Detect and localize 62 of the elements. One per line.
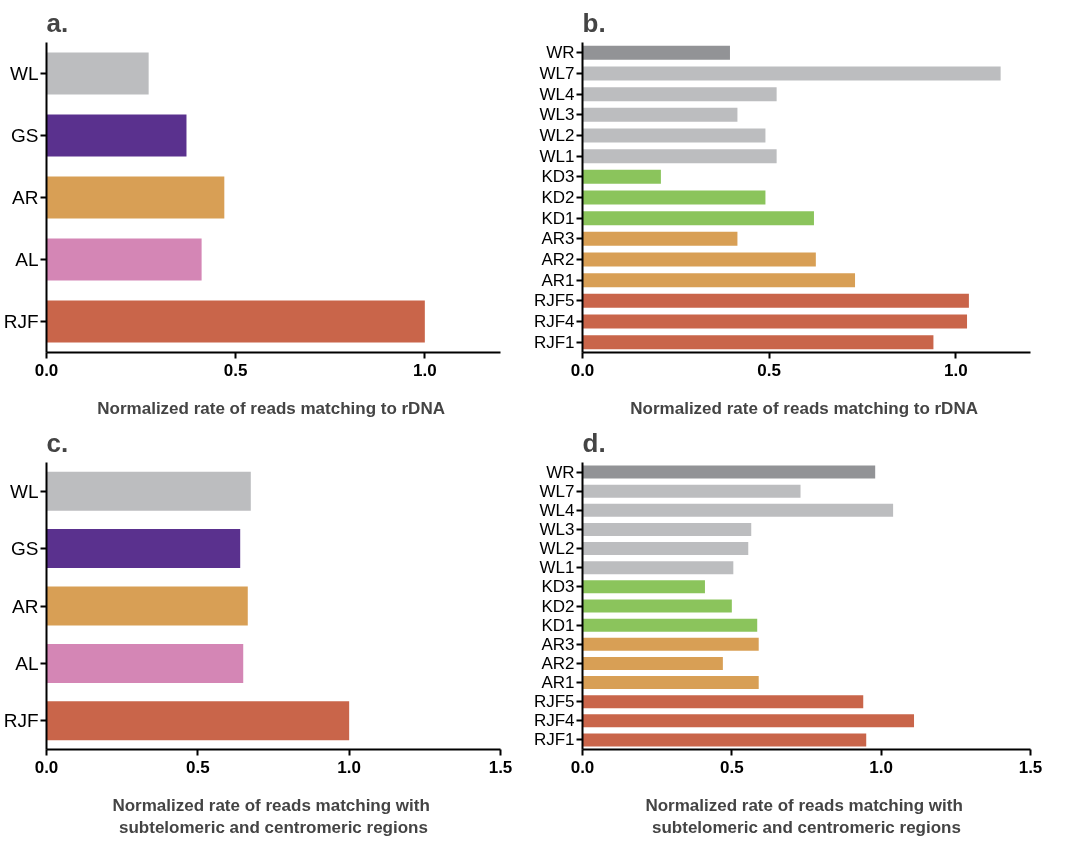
- y-tick-label: WR: [546, 43, 575, 63]
- x-axis-title: Normalized rate of reads matching with subtelomeric and centromeric regions: [645, 795, 963, 838]
- y-tick-label: WL: [10, 480, 39, 502]
- x-tick-label: 1.5: [1018, 757, 1043, 777]
- y-tick-label: RJF4: [533, 711, 575, 731]
- chart-title: c.: [46, 427, 69, 458]
- x-axis-title: Normalized rate of reads matching to rDNA: [97, 398, 445, 418]
- y-tick-label: KD1: [541, 208, 575, 228]
- y-tick-label: AR1: [541, 673, 575, 693]
- y-tick-label: KD2: [541, 188, 575, 207]
- y-tick-label: WL3: [539, 519, 575, 539]
- x-tick-label: 1.0: [869, 757, 893, 777]
- y-tick-label: AR1: [541, 270, 575, 290]
- y-tick-label: WL1: [539, 558, 575, 578]
- y-tick-label: AL: [15, 249, 39, 270]
- x-tick-label: 0.0: [34, 360, 59, 380]
- y-tick-label: GS: [11, 538, 39, 560]
- y-tick-label: KD2: [541, 596, 575, 616]
- y-tick-label: AL: [15, 652, 39, 674]
- x-tick-label: 0.5: [720, 757, 744, 777]
- chart-title: d.: [582, 427, 606, 458]
- y-tick-label: AR2: [541, 653, 575, 673]
- y-tick-label: KD3: [541, 577, 575, 597]
- y-tick-label: WL4: [539, 500, 575, 520]
- y-tick-label: KD1: [541, 615, 575, 635]
- y-tick-label: AR2: [541, 250, 575, 269]
- y-tick-label: WL2: [539, 539, 575, 559]
- x-axis-title: Normalized rate of reads matching to rDNA: [630, 398, 978, 418]
- y-tick-label: GS: [11, 125, 39, 146]
- x-tick-label: 0.5: [223, 360, 248, 380]
- y-tick-label: AR: [12, 187, 39, 208]
- y-tick-label: WL1: [539, 146, 575, 166]
- x-tick-label: 1.5: [488, 757, 513, 777]
- x-tick-label: 0.0: [34, 757, 59, 777]
- y-tick-label: WL3: [539, 105, 575, 125]
- y-tick-label: KD3: [541, 167, 575, 187]
- y-tick-label: AR: [12, 595, 39, 617]
- y-tick-label: WR: [546, 462, 575, 482]
- x-tick-label: 0.5: [757, 360, 781, 380]
- y-tick-label: WL7: [539, 481, 575, 501]
- y-tick-label: WL7: [539, 64, 575, 83]
- x-tick-label: 0.0: [570, 757, 595, 777]
- y-tick-label: WL4: [539, 84, 575, 104]
- y-tick-label: WL: [10, 63, 39, 84]
- y-tick-label: RJF: [3, 311, 39, 332]
- x-tick-label: 1.0: [413, 360, 437, 380]
- x-tick-label: 0.5: [186, 757, 210, 777]
- y-tick-label: AR3: [541, 229, 575, 249]
- x-tick-label: 1.0: [337, 757, 361, 777]
- x-tick-label: 1.0: [944, 360, 968, 380]
- chart-title: b.: [582, 7, 606, 38]
- x-tick-label: 0.0: [570, 360, 595, 380]
- y-tick-label: RJF5: [533, 291, 575, 311]
- y-tick-label: RJF5: [533, 692, 575, 712]
- y-tick-label: WL2: [539, 126, 575, 145]
- y-tick-label: RJF: [3, 710, 39, 732]
- y-tick-label: RJF1: [533, 332, 575, 352]
- y-tick-label: RJF4: [533, 312, 575, 331]
- chart-title: a.: [46, 7, 69, 38]
- y-tick-label: AR3: [541, 634, 575, 654]
- y-tick-label: RJF1: [533, 730, 575, 750]
- x-axis-title: Normalized rate of reads matching with subtelomeric and centromeric regions: [112, 795, 430, 838]
